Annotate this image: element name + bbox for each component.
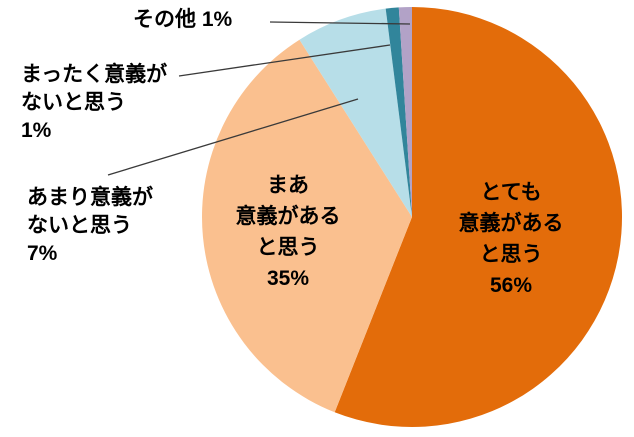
pie-slice-2 xyxy=(299,8,412,217)
leader-lines xyxy=(107,21,411,176)
slice-label-amari: あまり意義が ないと思う 7% xyxy=(27,186,153,265)
pie-slice-4 xyxy=(398,6,412,218)
slice-label-maa: まあ 意義がある と思う 35% xyxy=(235,174,341,290)
leader-line-amari xyxy=(107,98,359,176)
leader-line-mattaku xyxy=(178,44,391,77)
pie-slice-0 xyxy=(334,7,623,427)
slice-label-sonota: その他 1% xyxy=(133,8,233,31)
pie-slice-3 xyxy=(385,7,412,217)
pie-slice-1 xyxy=(202,39,412,413)
pie-slices xyxy=(202,6,623,427)
leader-line-sonota xyxy=(269,21,411,25)
slice-label-mattaku: まったく意義が ないと思う 1% xyxy=(21,63,168,142)
slice-label-totemo: とても 意義がある と思う 56% xyxy=(458,181,564,297)
